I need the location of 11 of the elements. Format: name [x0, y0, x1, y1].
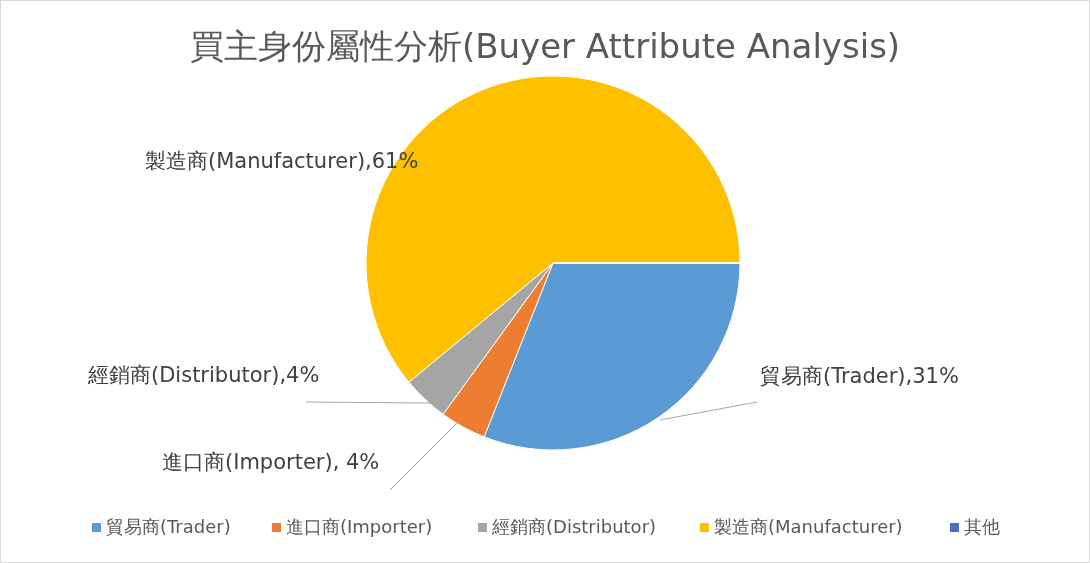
pie-slice — [483, 262, 741, 451]
legend-label: 其他 — [964, 516, 1000, 537]
legend-label: 經銷商(Distributor) — [491, 516, 657, 537]
data-label: 經銷商(Distributor),4% — [87, 363, 320, 387]
legend-label: 貿易商(Trader) — [106, 516, 231, 537]
legend-label: 製造商(Manufacturer) — [714, 516, 903, 537]
legend-label: 進口商(Importer) — [286, 516, 433, 537]
chart-title: 買主身份屬性分析(Buyer Attribute Analysis) — [189, 26, 901, 66]
data-label: 貿易商(Trader),31% — [760, 364, 959, 388]
data-label: 進口商(Importer), 4% — [162, 450, 380, 474]
pie-slice — [442, 262, 554, 438]
